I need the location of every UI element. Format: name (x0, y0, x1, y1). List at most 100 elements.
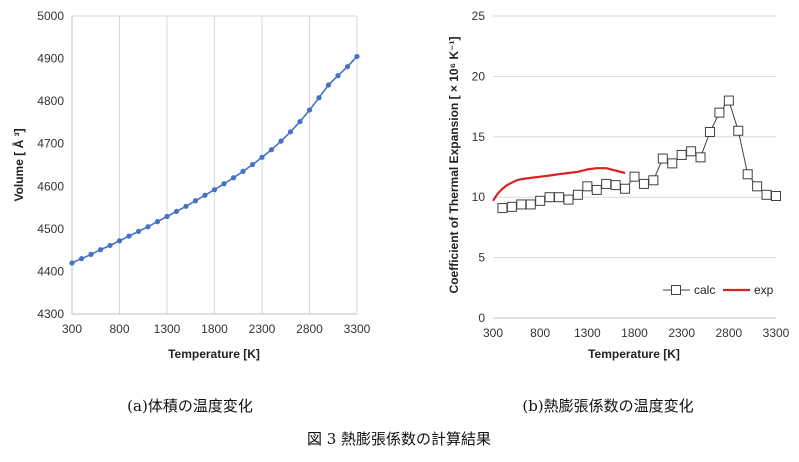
data-point (676, 149, 687, 160)
data-point (164, 213, 170, 220)
series-line (492, 167, 626, 202)
data-point (116, 238, 123, 244)
data-point (173, 208, 180, 215)
cte-x-axis-title: Temperature [K] (588, 347, 680, 361)
data-point (154, 219, 161, 225)
calc-series (497, 95, 781, 214)
data-point (648, 175, 659, 186)
data-point (572, 189, 583, 200)
data-point (704, 126, 715, 137)
series-line (502, 100, 777, 209)
data-point (306, 107, 313, 113)
y-tick-label: 4900 (37, 52, 64, 66)
x-tick-label: 2300 (668, 326, 695, 340)
data-point (278, 138, 284, 144)
x-tick-label: 1800 (621, 326, 648, 340)
data-point (544, 192, 555, 203)
data-point (211, 187, 218, 193)
x-tick-label: 800 (109, 322, 129, 336)
x-tick-label: 1300 (574, 326, 601, 340)
data-point (525, 199, 536, 210)
data-point (620, 183, 631, 194)
data-point (695, 152, 706, 163)
data-point (714, 107, 725, 118)
legend-calc-label: calc (694, 283, 715, 297)
figure-caption: 図 3 熱膨張係数の計算結果 (307, 430, 491, 448)
data-point (221, 181, 227, 187)
data-point (771, 190, 781, 201)
data-point (287, 129, 294, 135)
volume-y-axis-title: Volume [ Å ³] (11, 128, 26, 201)
caption-a: (a)体積の温度変化 (127, 397, 253, 415)
volume-chart-y-ticks: 4300 4400 4500 4600 4700 4800 4900 5000 (37, 9, 64, 321)
cte-y-axis-title: Coefficient of Thermal Expansion [ × 10⁶… (447, 37, 461, 294)
data-point (316, 95, 322, 101)
data-point (297, 118, 303, 125)
volume-chart-grid (71, 15, 358, 314)
volume-chart: 300 800 1300 1800 2300 2800 3300 4300440045004… (11, 9, 371, 361)
data-point (563, 194, 574, 205)
x-tick-label: 3300 (344, 322, 371, 336)
data-point (723, 95, 734, 106)
legend-calc-marker (671, 285, 681, 295)
y-tick-label: 4500 (37, 222, 64, 236)
x-tick-label: 800 (530, 326, 550, 340)
x-tick-label: 2800 (296, 322, 323, 336)
data-point (259, 154, 265, 160)
y-tick-label: 4600 (37, 179, 64, 193)
data-point (183, 203, 189, 209)
data-point (192, 198, 199, 204)
caption-b: (b)熱膨張係数の温度変化 (522, 397, 693, 415)
data-point (126, 233, 132, 239)
y-tick-label: 4800 (37, 94, 64, 108)
volume-x-axis-title: Temperature [K] (168, 347, 260, 361)
data-point (667, 158, 678, 169)
data-point (657, 153, 668, 164)
data-point (686, 146, 697, 157)
data-point (268, 147, 275, 153)
data-point (107, 242, 113, 249)
x-tick-label: 3300 (763, 326, 790, 340)
data-point (354, 53, 360, 60)
x-tick-label: 300 (62, 322, 82, 336)
data-point (202, 192, 208, 198)
data-point (582, 181, 593, 192)
cte-chart: 300 800 1300 1800 2300 2800 3300 0 5 10 15 20 25 ca… (447, 9, 790, 361)
data-point (591, 184, 602, 195)
data-point (145, 224, 151, 230)
legend-exp-label: exp (754, 283, 774, 297)
y-tick-label: 15 (472, 130, 486, 144)
y-tick-label: 4400 (37, 264, 64, 278)
data-point (638, 178, 649, 189)
data-point (629, 171, 640, 182)
data-point (240, 168, 246, 174)
data-point (506, 201, 517, 212)
y-tick-label: 4300 (37, 307, 64, 321)
data-point (325, 82, 332, 88)
y-tick-label: 4700 (37, 137, 64, 151)
data-point (516, 199, 527, 210)
y-tick-label: 20 (472, 69, 486, 83)
data-point (88, 251, 94, 257)
data-point (97, 247, 104, 253)
cte-chart-x-ticks: 300 800 1300 1800 2300 2800 3300 (483, 326, 790, 340)
y-tick-label: 0 (478, 311, 485, 325)
x-tick-label: 300 (483, 326, 503, 340)
data-point (610, 180, 621, 191)
volume-chart-x-ticks: 300 800 1300 1800 2300 2800 3300 (62, 322, 371, 336)
cte-legend: calc exp (663, 283, 774, 297)
data-point (535, 195, 546, 206)
data-point (230, 175, 237, 181)
data-point (78, 256, 85, 262)
data-point (601, 178, 612, 189)
data-point (344, 64, 351, 70)
exp-series (492, 167, 626, 202)
cte-chart-y-ticks: 0 5 10 15 20 25 (472, 9, 486, 325)
y-tick-label: 10 (472, 190, 486, 204)
data-point (497, 203, 508, 214)
y-tick-label: 25 (472, 9, 486, 23)
data-point (761, 189, 772, 200)
data-point (733, 125, 744, 136)
data-point (752, 181, 763, 192)
